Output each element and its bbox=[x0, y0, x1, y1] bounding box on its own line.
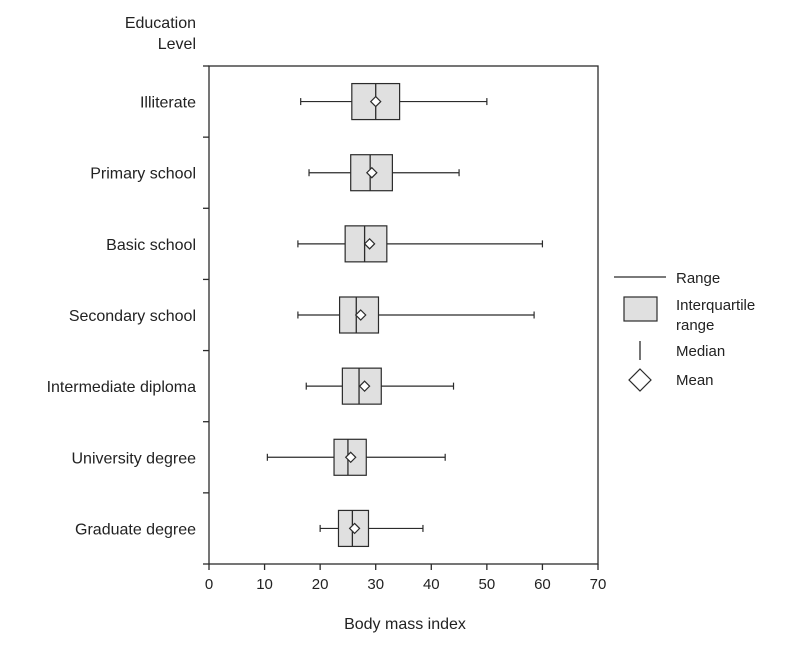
category-label: Primary school bbox=[90, 166, 196, 183]
legend-mean-label: Mean bbox=[676, 372, 714, 389]
x-axis-title: Body mass index bbox=[344, 616, 466, 633]
plot-area-frame bbox=[208, 65, 599, 565]
x-tick-label: 70 bbox=[590, 576, 607, 593]
mean-marker bbox=[344, 451, 357, 464]
y-axis-title-line-1: Education bbox=[125, 15, 196, 32]
mean-marker bbox=[358, 380, 371, 392]
x-tick-label: 60 bbox=[534, 576, 551, 593]
category-labels: Illiterate Primary school Basic school Seco… bbox=[47, 95, 197, 539]
legend-mean-symbol bbox=[628, 368, 652, 392]
category-label: Graduate degree bbox=[75, 521, 196, 538]
box-4 bbox=[297, 296, 535, 334]
mean-marker bbox=[348, 522, 361, 535]
category-label: Secondary school bbox=[69, 308, 196, 325]
y-axis-title: Education Level bbox=[125, 15, 196, 53]
y-axis-ticks bbox=[203, 65, 209, 565]
category-label: Intermediate diploma bbox=[47, 379, 197, 396]
legend-iqr-label-line-1: Interquartile bbox=[676, 297, 755, 314]
mean-marker bbox=[365, 166, 378, 179]
category-label: Basic school bbox=[106, 237, 196, 254]
x-tick-label: 0 bbox=[205, 576, 213, 593]
legend-iqr-label-line-2: range bbox=[676, 317, 714, 334]
category-label: Illiterate bbox=[140, 95, 196, 112]
legend-range-label: Range bbox=[676, 270, 720, 287]
mean-marker bbox=[363, 238, 376, 250]
x-tick-label: 50 bbox=[479, 576, 496, 593]
box-3 bbox=[297, 225, 544, 263]
x-tick-label: 10 bbox=[256, 576, 273, 593]
x-tick-label: 40 bbox=[423, 576, 440, 593]
box-1 bbox=[300, 82, 488, 121]
mean-marker bbox=[369, 95, 382, 108]
category-label: University degree bbox=[72, 450, 197, 467]
x-tick-label: 20 bbox=[312, 576, 329, 593]
legend-median-label: Median bbox=[676, 343, 725, 360]
box-6 bbox=[266, 438, 446, 476]
box-2 bbox=[308, 154, 460, 192]
x-axis: 0 10 20 30 40 50 60 70 bbox=[205, 564, 607, 593]
y-axis-title-line-2: Level bbox=[158, 36, 196, 53]
legend-iqr-symbol bbox=[623, 296, 658, 322]
legend: Range Interquartile range Median Mean bbox=[614, 270, 755, 392]
box-5 bbox=[305, 367, 455, 405]
box-7 bbox=[319, 509, 424, 548]
mean-marker bbox=[354, 309, 367, 321]
x-tick-label: 30 bbox=[367, 576, 384, 593]
boxplot-series bbox=[266, 82, 544, 548]
